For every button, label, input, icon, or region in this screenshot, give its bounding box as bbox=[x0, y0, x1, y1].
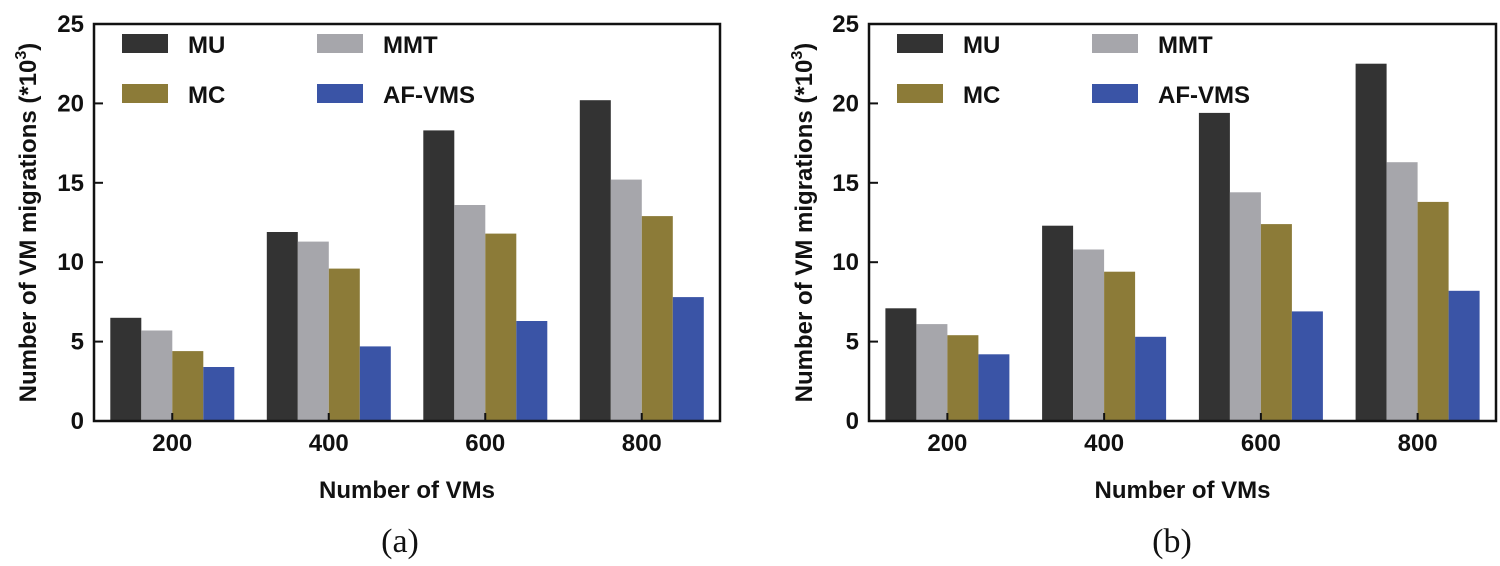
bar-mc-400 bbox=[1104, 271, 1136, 421]
bar-af-vms-800 bbox=[1448, 290, 1480, 421]
bar-mc-800 bbox=[1417, 201, 1449, 421]
x-tick-label: 600 bbox=[1241, 430, 1281, 457]
x-tick-label: 600 bbox=[465, 430, 505, 457]
y-tick-label: 15 bbox=[832, 170, 859, 197]
bar-mmt-200 bbox=[141, 330, 173, 421]
chart-panel-a: 200 400 600 800 0 5 10 15 20 25 MU MMT MC AF-VMS Numbe… bbox=[13, 11, 722, 560]
y-tick-label: 15 bbox=[57, 170, 84, 197]
legend-label-mu: MU bbox=[963, 32, 1000, 59]
bar-mmt-600 bbox=[1229, 192, 1261, 421]
bar-mmt-400 bbox=[1073, 249, 1105, 421]
y-tick-label: 5 bbox=[71, 329, 84, 356]
legend-label-af-vms: AF-VMS bbox=[1158, 82, 1250, 109]
y-axis-label: Number of VM migrations (*103) bbox=[789, 43, 818, 403]
y-tick-label: 20 bbox=[832, 90, 859, 117]
y-tick-label: 20 bbox=[57, 90, 84, 117]
legend-label-mu: MU bbox=[188, 32, 225, 59]
bar-mu-400 bbox=[266, 232, 298, 421]
bar-mu-200 bbox=[110, 317, 142, 421]
y-tick-label: 0 bbox=[846, 408, 859, 435]
bar-mc-200 bbox=[947, 335, 979, 421]
x-tick-label: 800 bbox=[622, 430, 662, 457]
legend-label-mmt: MMT bbox=[1158, 32, 1213, 59]
bar-mmt-800 bbox=[1386, 162, 1418, 421]
legend-label-mc: MC bbox=[188, 82, 225, 109]
y-tick-label: 25 bbox=[832, 11, 859, 38]
bar-af-vms-200 bbox=[978, 354, 1010, 421]
x-tick-label: 800 bbox=[1398, 430, 1438, 457]
x-tick-label: 400 bbox=[1084, 430, 1124, 457]
plot-frame bbox=[867, 22, 1498, 423]
y-axis-label-exponent: 3 bbox=[789, 51, 806, 60]
legend-swatch-mc bbox=[897, 84, 943, 103]
bar-mc-600 bbox=[485, 233, 517, 421]
y-tick-label: 10 bbox=[57, 249, 84, 276]
x-tick-label: 200 bbox=[927, 430, 967, 457]
legend-swatch-mu bbox=[897, 34, 943, 53]
legend-swatch-af-vms bbox=[317, 84, 363, 103]
bar-mmt-800 bbox=[610, 179, 642, 421]
bar-af-vms-200 bbox=[203, 367, 235, 421]
panel-caption: (b) bbox=[1152, 523, 1192, 560]
bar-mc-600 bbox=[1260, 224, 1292, 421]
y-axis-label-close: ) bbox=[791, 43, 818, 51]
y-tick-label: 25 bbox=[57, 11, 84, 38]
bar-mu-600 bbox=[423, 130, 455, 421]
bar-af-vms-400 bbox=[359, 346, 391, 421]
x-axis-label: Number of VMs bbox=[319, 477, 495, 504]
bar-af-vms-400 bbox=[1135, 336, 1167, 421]
bar-mu-600 bbox=[1198, 112, 1230, 422]
y-axis-label-main: Number of VM migrations (*10 bbox=[791, 60, 818, 403]
bar-af-vms-800 bbox=[672, 297, 704, 421]
y-tick-label: 0 bbox=[71, 408, 84, 435]
bar-mu-800 bbox=[579, 100, 611, 421]
legend-label-af-vms: AF-VMS bbox=[383, 82, 475, 109]
bar-af-vms-600 bbox=[516, 321, 548, 421]
x-tick-label: 400 bbox=[309, 430, 349, 457]
legend-swatch-mc bbox=[122, 84, 168, 103]
y-axis-label-close: ) bbox=[15, 43, 42, 51]
bar-mu-400 bbox=[1042, 225, 1074, 421]
panel-caption: (a) bbox=[381, 523, 419, 560]
bar-mc-200 bbox=[172, 351, 204, 421]
bar-mu-800 bbox=[1355, 63, 1387, 421]
plot-frame bbox=[92, 22, 722, 423]
legend-label-mc: MC bbox=[963, 82, 1000, 109]
chart-panel-b: 200 400 600 800 0 5 10 15 20 25 MU MMT MC AF-VMS Numbe… bbox=[789, 11, 1498, 560]
bar-mu-200 bbox=[885, 308, 917, 421]
x-tick-label: 200 bbox=[152, 430, 192, 457]
legend-swatch-af-vms bbox=[1092, 84, 1138, 103]
x-axis-label: Number of VMs bbox=[1094, 477, 1270, 504]
bar-mmt-600 bbox=[454, 205, 486, 421]
bar-mc-800 bbox=[641, 216, 673, 421]
y-tick-label: 5 bbox=[846, 329, 859, 356]
legend-label-mmt: MMT bbox=[383, 32, 438, 59]
y-axis-label-main: Number of VM migrations (*10 bbox=[15, 60, 42, 403]
bar-mmt-200 bbox=[916, 324, 948, 421]
y-tick-label: 10 bbox=[832, 249, 859, 276]
legend-swatch-mmt bbox=[1092, 34, 1138, 53]
legend-swatch-mu bbox=[122, 34, 168, 53]
y-axis-label-exponent: 3 bbox=[13, 51, 30, 60]
legend-swatch-mmt bbox=[317, 34, 363, 53]
y-axis-label: Number of VM migrations (*103) bbox=[13, 43, 42, 403]
bar-af-vms-600 bbox=[1291, 311, 1323, 421]
bar-mmt-400 bbox=[297, 241, 329, 421]
bar-mc-400 bbox=[328, 268, 360, 421]
